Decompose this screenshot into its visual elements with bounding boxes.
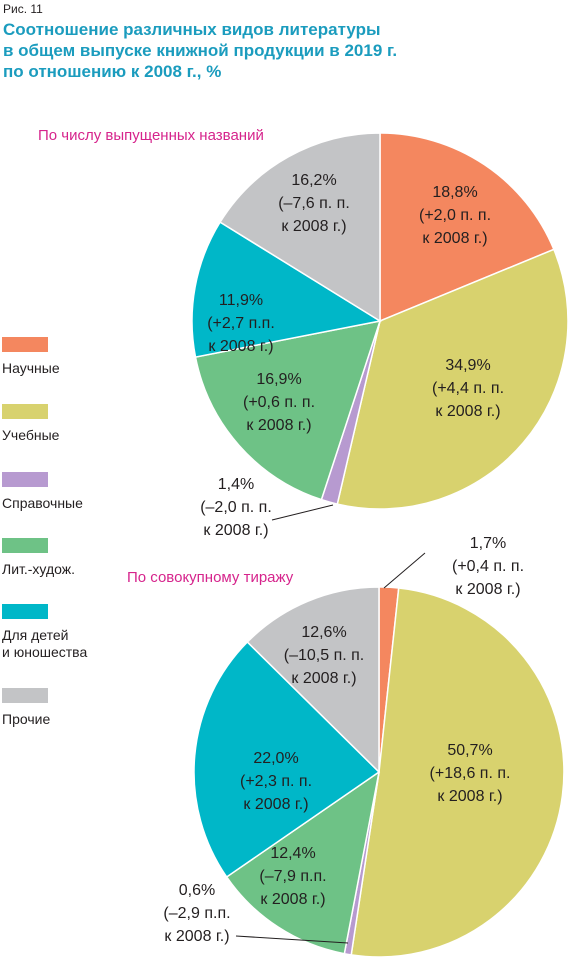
figure-label: Рис. 11 [3,2,43,16]
slice-label-line: 12,6% [301,624,346,641]
legend-label: Лит.-худож. [2,561,132,578]
legend-swatch [2,337,48,352]
slice-label-line: (+0,4 п. п. [452,558,524,575]
legend-swatch [2,604,48,619]
pie-slice [219,132,381,323]
legend-item: Лит.-худож. [2,538,132,578]
legend-label: Прочие [2,711,132,728]
slice-label-line: 16,2% [291,172,336,189]
pie-chart-2: 1,7% (+0,4 п. п. к 2008 г.) 50,7% (+18,6 п. … [163,535,565,958]
legend-label-line: Учебные [2,427,60,443]
pie-slice [246,586,380,774]
pie-chart-1: 18,8% (+2,0 п. п. к 2008 г.) 34,9% (+4,4 п. … [191,132,569,539]
slice-label: 18,8% (+2,0 п. п. к 2008 г.) [419,184,491,247]
leader-line [271,504,334,521]
legend-swatch [2,538,48,553]
legend-label-line: Лит.-худож. [2,561,76,577]
legend-label-line: Прочие [2,711,51,727]
slice-label: 11,9% (+2,7 п.п. к 2008 г.) [207,292,275,355]
slice-label-line: (+0,6 п. п. [243,394,315,411]
slice-label-line: (–2,9 п.п. [163,905,230,922]
slice-label-line: 50,7% [447,742,492,759]
pie-slice [336,248,569,510]
legend-item: Прочие [2,688,132,728]
pie-slice [194,320,382,501]
slice-label: 16,2% (–7,6 п. п. к 2008 г.) [278,172,350,235]
slice-label-line: к 2008 г.) [243,796,308,813]
legend-label-line: Справочные [2,495,83,511]
slice-label: 16,9% (+0,6 п. п. к 2008 г.) [243,371,315,434]
leader-line [235,935,349,944]
slice-label-line: 11,9% [219,292,263,309]
pie-slice [193,640,381,878]
slice-label-line: (+2,7 п.п. [207,315,275,332]
slice-label: 50,7% (+18,6 п. п. к 2008 г.) [430,742,511,805]
title-line: в общем выпуске книжной продукции в 2019… [3,41,398,60]
legend-label-line: Научные [2,360,60,376]
slice-label-line: (+4,4 п. п. [432,380,504,397]
pie-slice [350,587,565,958]
slice-label-line: к 2008 г.) [208,338,273,355]
slice-label-line: к 2008 г.) [435,403,500,420]
slice-label-line: 1,4% [218,476,254,493]
legend-label: Учебные [2,427,132,444]
slice-label-line: (–7,9 п.п. [259,868,326,885]
pie-1-subtitle: По числу выпущенных названий [38,127,264,144]
slice-label-line: к 2008 г.) [164,928,229,945]
pie-slice [379,132,555,323]
legend-item: Справочные [2,472,132,512]
slice-label-line: 22,0% [253,750,298,767]
slice-label-line: 0,6% [179,882,215,899]
slice-label: 1,4% (–2,0 п. п. к 2008 г.) [200,476,272,539]
legend-label: Справочные [2,495,132,512]
slice-label-line: к 2008 г.) [260,891,325,908]
legend-label: Научные [2,360,132,377]
slice-label-line: 1,7% [470,535,506,552]
slice-label-line: (+2,0 п. п. [419,207,491,224]
slice-label-line: (–7,6 п. п. [278,195,350,212]
chart-title: Соотношение различных видов литературы в… [3,19,523,82]
slice-label: 22,0% (+2,3 п. п. к 2008 г.) [240,750,312,813]
slice-label-line: (–10,5 п. п. [284,647,364,664]
slice-label: 0,6% (–2,9 п.п. к 2008 г.) [163,882,230,945]
slice-label-line: 18,8% [432,184,477,201]
legend-label: Для детей и юношества [2,627,132,661]
slice-label-line: (–2,0 п. п. [200,499,272,516]
slice-label-line: к 2008 г.) [203,522,268,539]
slice-label-line: к 2008 г.) [291,670,356,687]
slice-label-line: к 2008 г.) [281,218,346,235]
legend-label-line: Для детей [2,627,69,643]
pie-2-subtitle: По совокупному тиражу [127,569,294,586]
slice-label-line: (+2,3 п. п. [240,773,312,790]
slice-label: 12,4% (–7,9 п.п. к 2008 г.) [259,845,326,908]
title-line: Соотношение различных видов литературы [3,20,381,39]
title-line: по отношению к 2008 г., % [3,62,222,81]
legend-swatch [2,688,48,703]
slice-label-line: к 2008 г.) [455,581,520,598]
pie-slice [191,221,383,358]
slice-label-line: к 2008 г.) [422,230,487,247]
legend-swatch [2,472,48,487]
slice-label-line: (+18,6 п. п. [430,765,511,782]
slice-label-line: к 2008 г.) [246,417,311,434]
legend-item: Научные [2,337,132,377]
slice-label: 1,7% (+0,4 п. п. к 2008 г.) [452,535,524,598]
slice-label-line: 34,9% [445,357,490,374]
leader-line [383,552,426,589]
slice-label-line: 16,9% [256,371,301,388]
legend-item: Для детей и юношества [2,604,132,661]
legend-label-line: и юношества [2,644,88,660]
slice-label-line: 12,4% [270,845,315,862]
legend-swatch [2,404,48,419]
slice-label: 12,6% (–10,5 п. п. к 2008 г.) [284,624,364,687]
pie-slice [225,770,381,955]
slice-label: 34,9% (+4,4 п. п. к 2008 г.) [432,357,504,420]
legend-item: Учебные [2,404,132,444]
slice-label-line: к 2008 г.) [437,788,502,805]
